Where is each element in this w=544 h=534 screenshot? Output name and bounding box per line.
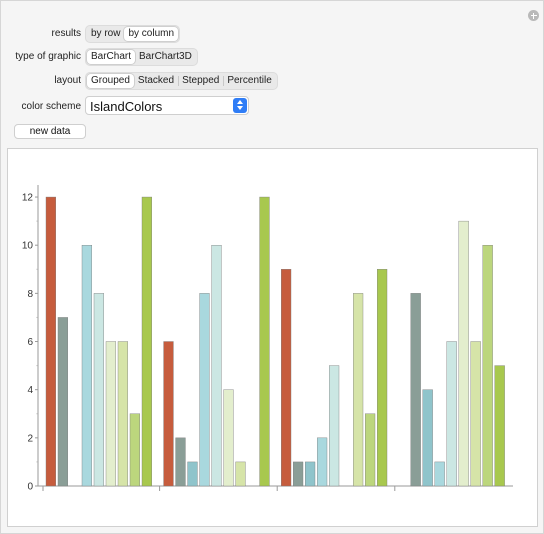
bar-group2-series7 [235, 461, 246, 487]
color-scheme-label-container: color scheme [1, 98, 81, 118]
bar-group2-series2 [175, 437, 186, 487]
bar-group3-series2 [293, 461, 304, 487]
bar-group3-series4 [317, 437, 328, 487]
layout-option-grouped[interactable]: Grouped [87, 74, 134, 88]
y-tick-label: 0 [27, 482, 33, 493]
bar-group1-series8 [129, 413, 141, 487]
bar-group1-series6 [105, 341, 117, 487]
bar-group1-series9 [141, 196, 153, 487]
bar-group1-series4 [81, 244, 93, 487]
bar-group3-series3 [305, 461, 316, 487]
bar-group4-series7 [470, 341, 481, 487]
layout-segmented-control: Grouped Stacked Stepped Percentile [85, 72, 278, 90]
results-label: results [51, 28, 81, 39]
bar-group4-series2 [410, 293, 421, 487]
bar-group3-series9 [377, 269, 388, 487]
graphic-type-label: type of graphic [15, 51, 81, 62]
new-data-button[interactable]: new data [14, 124, 86, 139]
bar-group3-series8 [365, 413, 376, 487]
bar-group1-series7 [117, 341, 129, 487]
graphic-type-option-barchart[interactable]: BarChart [87, 50, 136, 64]
results-segmented-control: by row by column [85, 25, 181, 43]
y-tick-label: 4 [27, 385, 33, 396]
bar-group4-series8 [482, 244, 493, 487]
layout-option-percentile[interactable]: Percentile [223, 74, 275, 88]
results-option-by-row[interactable]: by row [91, 28, 121, 39]
bar-group4-series6 [458, 220, 469, 487]
bar-group3-series5 [329, 365, 340, 487]
bar-group4-series4 [434, 461, 445, 487]
y-tick-label: 12 [22, 193, 34, 204]
bar-group2-series1 [163, 341, 174, 487]
select-arrows-icon [233, 98, 247, 113]
color-scheme-value: IslandColors [90, 99, 163, 114]
bar-group2-series9 [259, 196, 270, 487]
bar-chart: 0 2 4 6 8 10 12 [22, 185, 513, 493]
graphic-type-segmented-control: BarChart BarChart3D [85, 48, 198, 66]
bar-group2-series4 [199, 293, 210, 487]
y-tick-label: 2 [27, 433, 33, 444]
layout-option-stacked[interactable]: Stacked [137, 75, 175, 86]
bar-group2-series6 [223, 389, 234, 487]
y-tick-label: 10 [22, 241, 34, 252]
bar-group2-series5 [211, 244, 222, 487]
bar-group4-series5 [446, 341, 457, 487]
layout-label-container: layout [1, 72, 81, 92]
layout-label: layout [54, 75, 81, 86]
bar-group4-series9 [494, 365, 505, 487]
results-option-by-column[interactable]: by column [124, 27, 179, 41]
bar-group4-series3 [422, 389, 433, 487]
add-icon[interactable] [528, 10, 539, 21]
layout-option-stepped[interactable]: Stepped [178, 74, 223, 88]
results-label-container: results [1, 25, 81, 45]
graphic-type-label-container: type of graphic [1, 48, 81, 68]
bar-group1-series5 [93, 293, 105, 487]
bar-group1-series1 [45, 196, 57, 487]
bar-group2-series3 [187, 461, 198, 487]
color-scheme-label: color scheme [21, 101, 81, 112]
y-tick-label: 8 [27, 289, 33, 300]
bar-group3-series7 [353, 293, 364, 487]
bar-group3-series1 [281, 269, 292, 487]
bar-group1-series2 [57, 317, 69, 487]
y-tick-label: 6 [27, 337, 33, 348]
chart-panel: 0 2 4 6 8 10 12 [7, 148, 538, 527]
graphic-type-option-barchart3d[interactable]: BarChart3D [139, 51, 192, 62]
color-scheme-select[interactable]: IslandColors [85, 96, 249, 115]
